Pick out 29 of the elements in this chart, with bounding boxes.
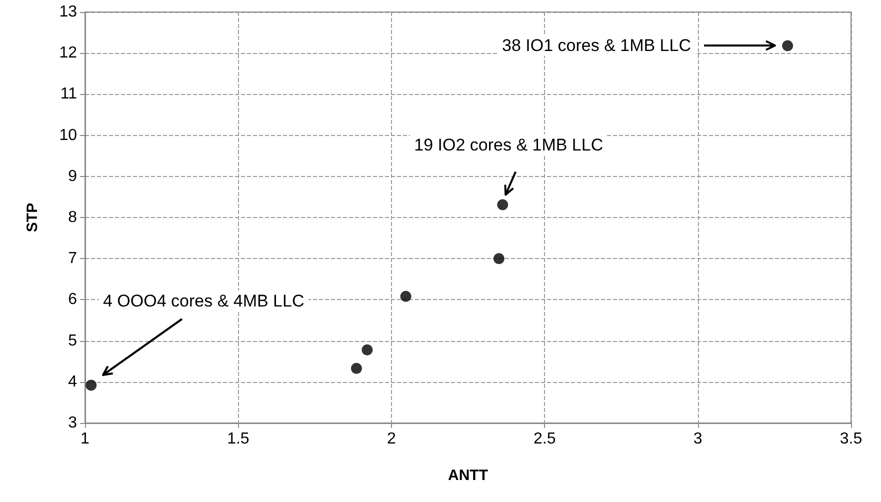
x-tick-label: 1.5 <box>227 430 250 448</box>
x-tick-label: 2.5 <box>533 430 556 448</box>
point <box>400 290 412 302</box>
point <box>497 199 508 210</box>
y-tick-label: 8 <box>68 209 78 226</box>
y-tick-label: 9 <box>68 168 78 185</box>
annotation: 4 OOO4 cores & 4MB LLC <box>103 292 304 310</box>
y-tick-label: 7 <box>68 250 78 268</box>
x-axis-title: ANTT <box>448 467 488 484</box>
y-tick-label: 3 <box>68 414 78 432</box>
point <box>362 344 373 356</box>
y-tick-label: 4 <box>68 373 78 390</box>
y-tick-label: 5 <box>68 332 78 350</box>
y-tick-label: 10 <box>59 126 78 144</box>
y-axis-title: STP <box>24 202 41 232</box>
x-tick-label: 3.5 <box>840 430 862 448</box>
annotation: 19 IO2 cores & 1MB LLC <box>414 135 604 154</box>
y-tick-label: 11 <box>60 86 78 103</box>
annotation: 38 IO1 cores & 1MB LLC <box>502 36 691 55</box>
x-tick-label: 2 <box>386 430 396 448</box>
point <box>493 253 504 264</box>
point <box>86 380 97 391</box>
x-tick-label: 1 <box>80 430 90 448</box>
x-tick-label: 3 <box>693 430 702 448</box>
y-tick-label: 12 <box>59 44 78 62</box>
y-tick-label: 6 <box>68 291 78 308</box>
point <box>782 40 794 52</box>
y-tick-label: 13 <box>59 4 78 20</box>
point <box>350 362 362 374</box>
